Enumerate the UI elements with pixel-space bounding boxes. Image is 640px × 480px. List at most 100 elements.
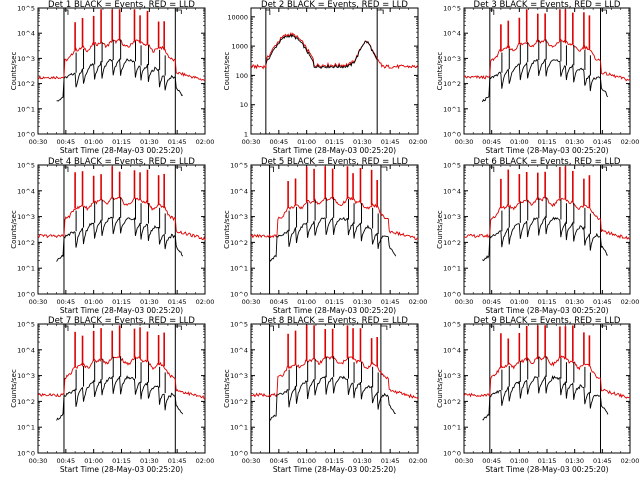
start-flag [489, 166, 495, 172]
start-flag [489, 9, 495, 15]
y-axis-label: Counts/sec [10, 210, 18, 249]
y-axis-label: Counts/sec [223, 210, 231, 249]
plot-panel-5: Det 5 BLACK = Events, RED = LLD 10^0 10^1 1… [223, 157, 427, 315]
events-series-line [56, 58, 183, 102]
x-tick-label: 01:15 [112, 457, 131, 465]
x-tick-label: 01:30 [140, 298, 159, 306]
y-tick-label: 10^3 [230, 213, 248, 221]
x-tick-label: 02:00 [409, 138, 428, 146]
x-tick-label: 00:45 [56, 138, 75, 146]
y-tick-label: 10^0 [17, 291, 35, 299]
plot-panel-6: Det 6 BLACK = Events, RED = LLD 10^0 10^1 1… [436, 157, 639, 315]
y-tick-label: 10^3 [443, 55, 461, 63]
x-tick-label: 01:00 [297, 138, 316, 146]
x-tick-label: 01:15 [325, 138, 344, 146]
end-flag [600, 166, 607, 171]
y-tick-label: 10^0 [17, 131, 35, 139]
y-tick-label: 10^5 [17, 162, 35, 170]
x-tick-label: 01:45 [168, 457, 187, 465]
x-tick-label: 01:15 [538, 457, 557, 465]
y-tick-label: 10 [240, 101, 248, 109]
x-tick-label: 01:45 [593, 457, 612, 465]
x-tick-label: 01:00 [510, 298, 529, 306]
y-tick-label: 10^0 [17, 450, 35, 458]
x-tick-label: 01:00 [84, 298, 103, 306]
y-tick-label: 10^5 [443, 5, 461, 13]
y-tick-label: 10^4 [443, 187, 461, 195]
y-tick-label: 10^0 [230, 291, 248, 299]
x-tick-label: 01:45 [168, 138, 187, 146]
end-flag [380, 166, 388, 171]
events-series-line [56, 216, 184, 262]
plot-title: Det 7 BLACK = Events, RED = LLD [48, 316, 195, 326]
y-axis-label: Counts/sec [436, 52, 444, 91]
x-tick-label: 00:45 [269, 138, 288, 146]
x-tick-label: 01:45 [381, 138, 400, 146]
y-tick-label: 10^5 [17, 321, 35, 329]
end-flag [377, 9, 384, 14]
y-axis-label: Counts/sec [223, 52, 231, 91]
start-flag [63, 9, 69, 15]
events-series-line [269, 375, 396, 421]
plot-panel-2: Det 2 BLACK = Events, RED = LLD 1 10 100 100… [223, 0, 427, 155]
x-axis-label: Start Time (28-May-03 00:25:20) [273, 306, 396, 315]
end-flag [600, 9, 607, 14]
events-series-line [482, 215, 608, 262]
y-axis-label: Counts/sec [436, 210, 444, 249]
plot-panel-7: Det 7 BLACK = Events, RED = LLD 10^0 10^1 1… [10, 316, 214, 474]
y-tick-label: 10^4 [443, 30, 461, 38]
y-tick-label: 10^2 [17, 80, 35, 88]
lld-series-line [37, 196, 206, 241]
y-tick-label: 10^0 [443, 291, 461, 299]
y-tick-label: 10^0 [230, 450, 248, 458]
y-tick-label: 10^5 [230, 321, 248, 329]
x-tick-label: 01:30 [565, 457, 584, 465]
y-tick-label: 10^1 [443, 265, 461, 273]
x-tick-label: 01:45 [593, 298, 612, 306]
x-tick-label: 01:00 [297, 298, 316, 306]
x-tick-label: 01:00 [84, 138, 103, 146]
end-flag [175, 9, 182, 14]
events-series-line [481, 58, 609, 103]
x-axis-label: Start Time (28-May-03 00:25:20) [485, 146, 608, 155]
x-tick-label: 00:45 [269, 298, 288, 306]
start-flag [269, 166, 274, 172]
y-tick-label: 10^5 [443, 162, 461, 170]
x-axis-label: Start Time (28-May-03 00:25:20) [60, 306, 183, 315]
x-tick-label: 01:30 [140, 457, 159, 465]
y-tick-label: 10^3 [17, 372, 35, 380]
plot-title: Det 8 BLACK = Events, RED = LLD [261, 316, 408, 326]
y-axis-label: Counts/sec [10, 52, 18, 91]
x-tick-label: 01:30 [353, 298, 372, 306]
y-tick-label: 10^2 [17, 398, 35, 406]
x-axis-label: Start Time (28-May-03 00:25:20) [485, 306, 608, 315]
y-tick-label: 10^4 [17, 346, 35, 354]
y-tick-label: 10^1 [17, 424, 35, 432]
x-tick-label: 02:00 [409, 457, 428, 465]
x-tick-label: 00:30 [455, 298, 474, 306]
y-tick-label: 10^3 [443, 372, 461, 380]
x-tick-label: 02:00 [621, 138, 640, 146]
x-tick-label: 01:15 [112, 298, 131, 306]
plot-panel-3: Det 3 BLACK = Events, RED = LLD 10^0 10^1 1… [436, 0, 639, 155]
y-tick-label: 10^2 [230, 239, 248, 247]
lld-series-line [250, 355, 419, 400]
x-tick-label: 00:30 [242, 298, 261, 306]
x-tick-label: 00:30 [242, 138, 261, 146]
start-flag [269, 325, 274, 331]
plot-title: Det 3 BLACK = Events, RED = LLD [474, 0, 621, 10]
end-flag [380, 325, 388, 330]
y-tick-label: 10^4 [230, 187, 248, 195]
x-tick-label: 01:15 [112, 138, 131, 146]
start-flag [63, 325, 69, 331]
plot-title: Det 5 BLACK = Events, RED = LLD [261, 157, 408, 167]
y-tick-label: 10^0 [443, 131, 461, 139]
x-tick-label: 00:30 [29, 138, 48, 146]
x-tick-label: 00:45 [56, 298, 75, 306]
y-tick-label: 10^1 [443, 424, 461, 432]
x-axis-label: Start Time (28-May-03 00:25:20) [60, 146, 183, 155]
events-series-line [482, 374, 609, 421]
x-tick-label: 00:45 [269, 457, 288, 465]
events-series-line [265, 33, 378, 69]
x-tick-label: 00:30 [29, 298, 48, 306]
